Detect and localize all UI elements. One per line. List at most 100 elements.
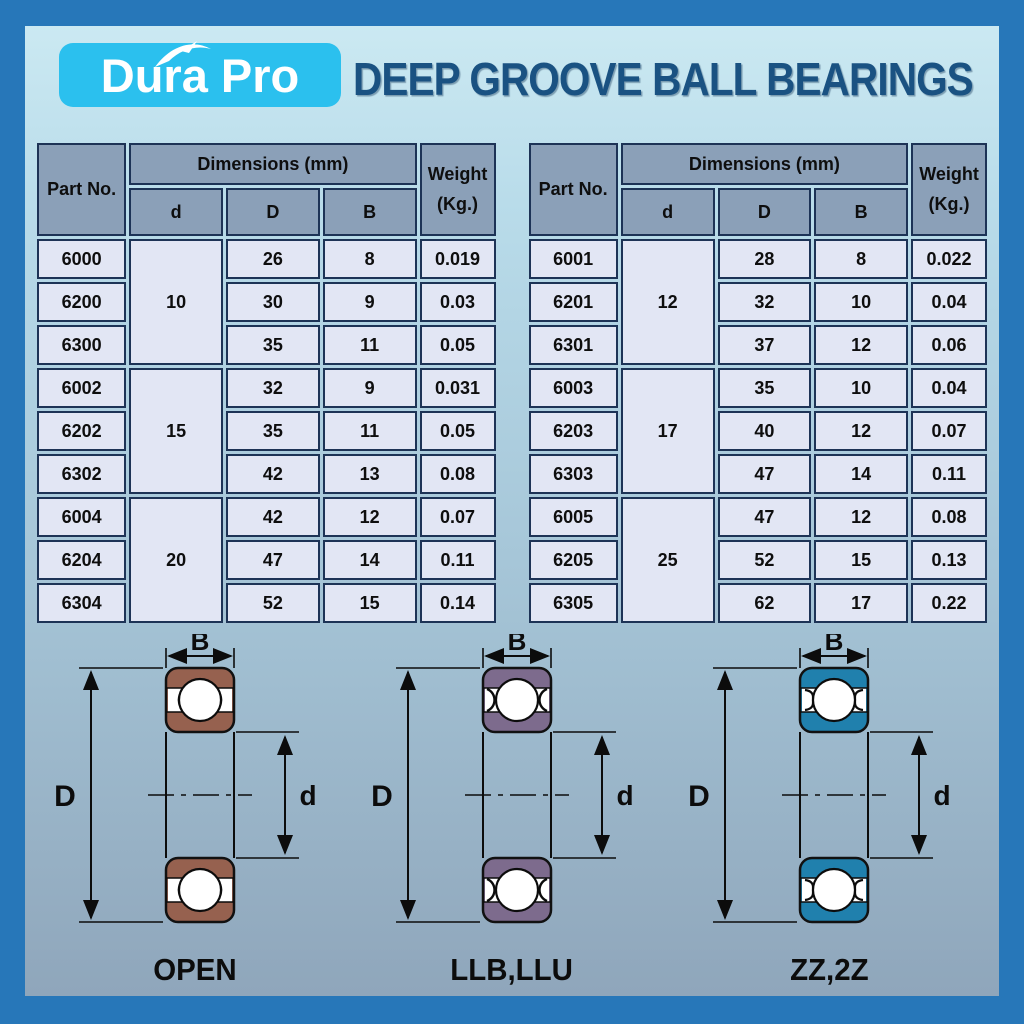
header-cell-dimensions: Dimensions (mm) <box>620 143 909 185</box>
cell-part: 6304 <box>37 583 127 623</box>
cell-part: 6004 <box>37 497 127 537</box>
header-cell-part-no: Part No. <box>37 143 127 236</box>
table-row: 6205 52 15 0.13 <box>528 540 987 580</box>
cell-D: 47 <box>226 540 320 580</box>
cell-B: 9 <box>322 368 417 408</box>
dim-label-D: D <box>688 780 710 813</box>
cell-weight: 0.03 <box>419 282 496 322</box>
dim-label-d: d <box>299 780 316 811</box>
header-cell-part-no: Part No. <box>528 143 618 236</box>
table-row: 6301 37 12 0.06 <box>528 325 987 365</box>
table-row: 6003 17 35 10 0.04 <box>528 368 987 494</box>
cell-part: 6303 <box>528 454 618 494</box>
cell-part: 6302 <box>37 454 127 494</box>
table-subheader-row: d D B <box>37 188 496 236</box>
dim-label-D: D <box>54 780 76 813</box>
cell-weight: 0.13 <box>911 540 987 580</box>
header-cell-B: B <box>322 188 417 236</box>
table-row: 6304 52 15 0.14 <box>37 583 496 623</box>
weight-label: Weight <box>427 164 488 184</box>
table-row: 6303 47 14 0.11 <box>528 454 987 494</box>
bearing-diagram-shielded: B D d <box>679 634 979 988</box>
cell-B: 15 <box>814 540 909 580</box>
cell-bore-d: 25 <box>620 497 715 623</box>
spec-tables: Part No. Dimensions (mm) Weight (Kg.) d … <box>25 140 999 626</box>
cell-B: 10 <box>814 368 909 408</box>
cell-weight: 0.04 <box>911 368 987 408</box>
cell-weight: 0.11 <box>419 540 496 580</box>
cell-weight: 0.07 <box>911 411 987 451</box>
dim-label-d: d <box>616 780 633 811</box>
dim-label-B: B <box>191 634 210 656</box>
table-row: 6200 30 9 0.03 <box>37 282 496 322</box>
header-cell-weight: Weight (Kg.) <box>419 143 496 236</box>
table-row: 6001 12 28 8 0.022 <box>528 239 987 365</box>
weight-unit-label: (Kg.) <box>437 194 479 214</box>
cell-D: 47 <box>717 497 812 537</box>
cell-D: 52 <box>226 583 320 623</box>
dim-label-D: D <box>371 780 393 813</box>
cell-bore-d: 15 <box>129 368 224 494</box>
table-row: 6005 25 47 12 0.08 <box>528 497 987 623</box>
spec-table-left: Part No. Dimensions (mm) Weight (Kg.) d … <box>34 140 499 626</box>
table-row: 6203 40 12 0.07 <box>528 411 987 451</box>
dim-label-d: d <box>933 780 950 811</box>
brand-logo-text: Dura Pro <box>100 48 300 102</box>
cell-B: 12 <box>322 497 417 537</box>
cell-part: 6201 <box>528 282 618 322</box>
cell-B: 17 <box>814 583 909 623</box>
cell-B: 11 <box>322 411 417 451</box>
table-subheader-row: d D B <box>529 188 988 236</box>
header-cell-dimensions: Dimensions (mm) <box>129 143 417 185</box>
cell-B: 14 <box>814 454 909 494</box>
cell-B: 13 <box>322 454 417 494</box>
table-header-row: Part No. Dimensions (mm) Weight (Kg.) <box>37 143 496 236</box>
cell-part: 6003 <box>528 368 618 408</box>
content-area: Dura Pro DEEP GROOVE BALL BEARINGS Part … <box>25 26 999 996</box>
bearing-type-label-open: OPEN <box>153 952 237 987</box>
cell-D: 32 <box>717 282 812 322</box>
cell-weight: 0.04 <box>911 282 987 322</box>
cell-weight: 0.031 <box>419 368 496 408</box>
bearing-ball-top <box>494 677 540 723</box>
cell-D: 52 <box>717 540 812 580</box>
cell-weight: 0.05 <box>419 325 496 365</box>
table-row: 6302 42 13 0.08 <box>37 454 496 494</box>
cell-part: 6001 <box>528 239 618 279</box>
page-title: DEEP GROOVE BALL BEARINGS <box>353 53 974 105</box>
cell-B: 12 <box>814 497 909 537</box>
cell-D: 28 <box>717 239 812 279</box>
bearing-ball-top <box>811 677 857 723</box>
table-row: 6201 32 10 0.04 <box>528 282 987 322</box>
header: Dura Pro DEEP GROOVE BALL BEARINGS <box>25 41 999 107</box>
cell-D: 42 <box>226 497 320 537</box>
cell-B: 14 <box>322 540 417 580</box>
cell-weight: 0.019 <box>419 239 496 279</box>
cell-B: 10 <box>814 282 909 322</box>
logo-swoosh-icon <box>155 41 211 67</box>
table-row: 6002 15 32 9 0.031 <box>37 368 496 494</box>
seal-profile-icon <box>538 877 548 903</box>
cell-part: 6205 <box>528 540 618 580</box>
weight-unit-label: (Kg.) <box>928 194 970 214</box>
cell-weight: 0.14 <box>419 583 496 623</box>
cell-bore-d: 12 <box>620 239 715 365</box>
header-cell-weight: Weight (Kg.) <box>911 143 987 236</box>
table-header-row: Part No. Dimensions (mm) Weight (Kg.) <box>528 143 987 236</box>
bearing-diagram-sealed: B D d <box>362 634 662 988</box>
table-row: 6000 10 26 8 0.019 <box>37 239 496 365</box>
cell-D: 40 <box>717 411 812 451</box>
bearing-type-label-shielded: ZZ,2Z <box>789 952 869 987</box>
cell-D: 37 <box>717 325 812 365</box>
cell-D: 26 <box>226 239 320 279</box>
cell-B: 12 <box>814 411 909 451</box>
bearing-cross-section-shielded-drawing: B D d <box>688 634 951 924</box>
cell-part: 6301 <box>528 325 618 365</box>
bearing-ball-bottom <box>177 867 223 913</box>
bearing-ball-top <box>177 677 223 723</box>
cell-B: 8 <box>322 239 417 279</box>
bearing-cross-section-open-drawing: B D d <box>54 634 317 924</box>
table-row: 6202 35 11 0.05 <box>37 411 496 451</box>
header-cell-D: D <box>717 188 812 236</box>
